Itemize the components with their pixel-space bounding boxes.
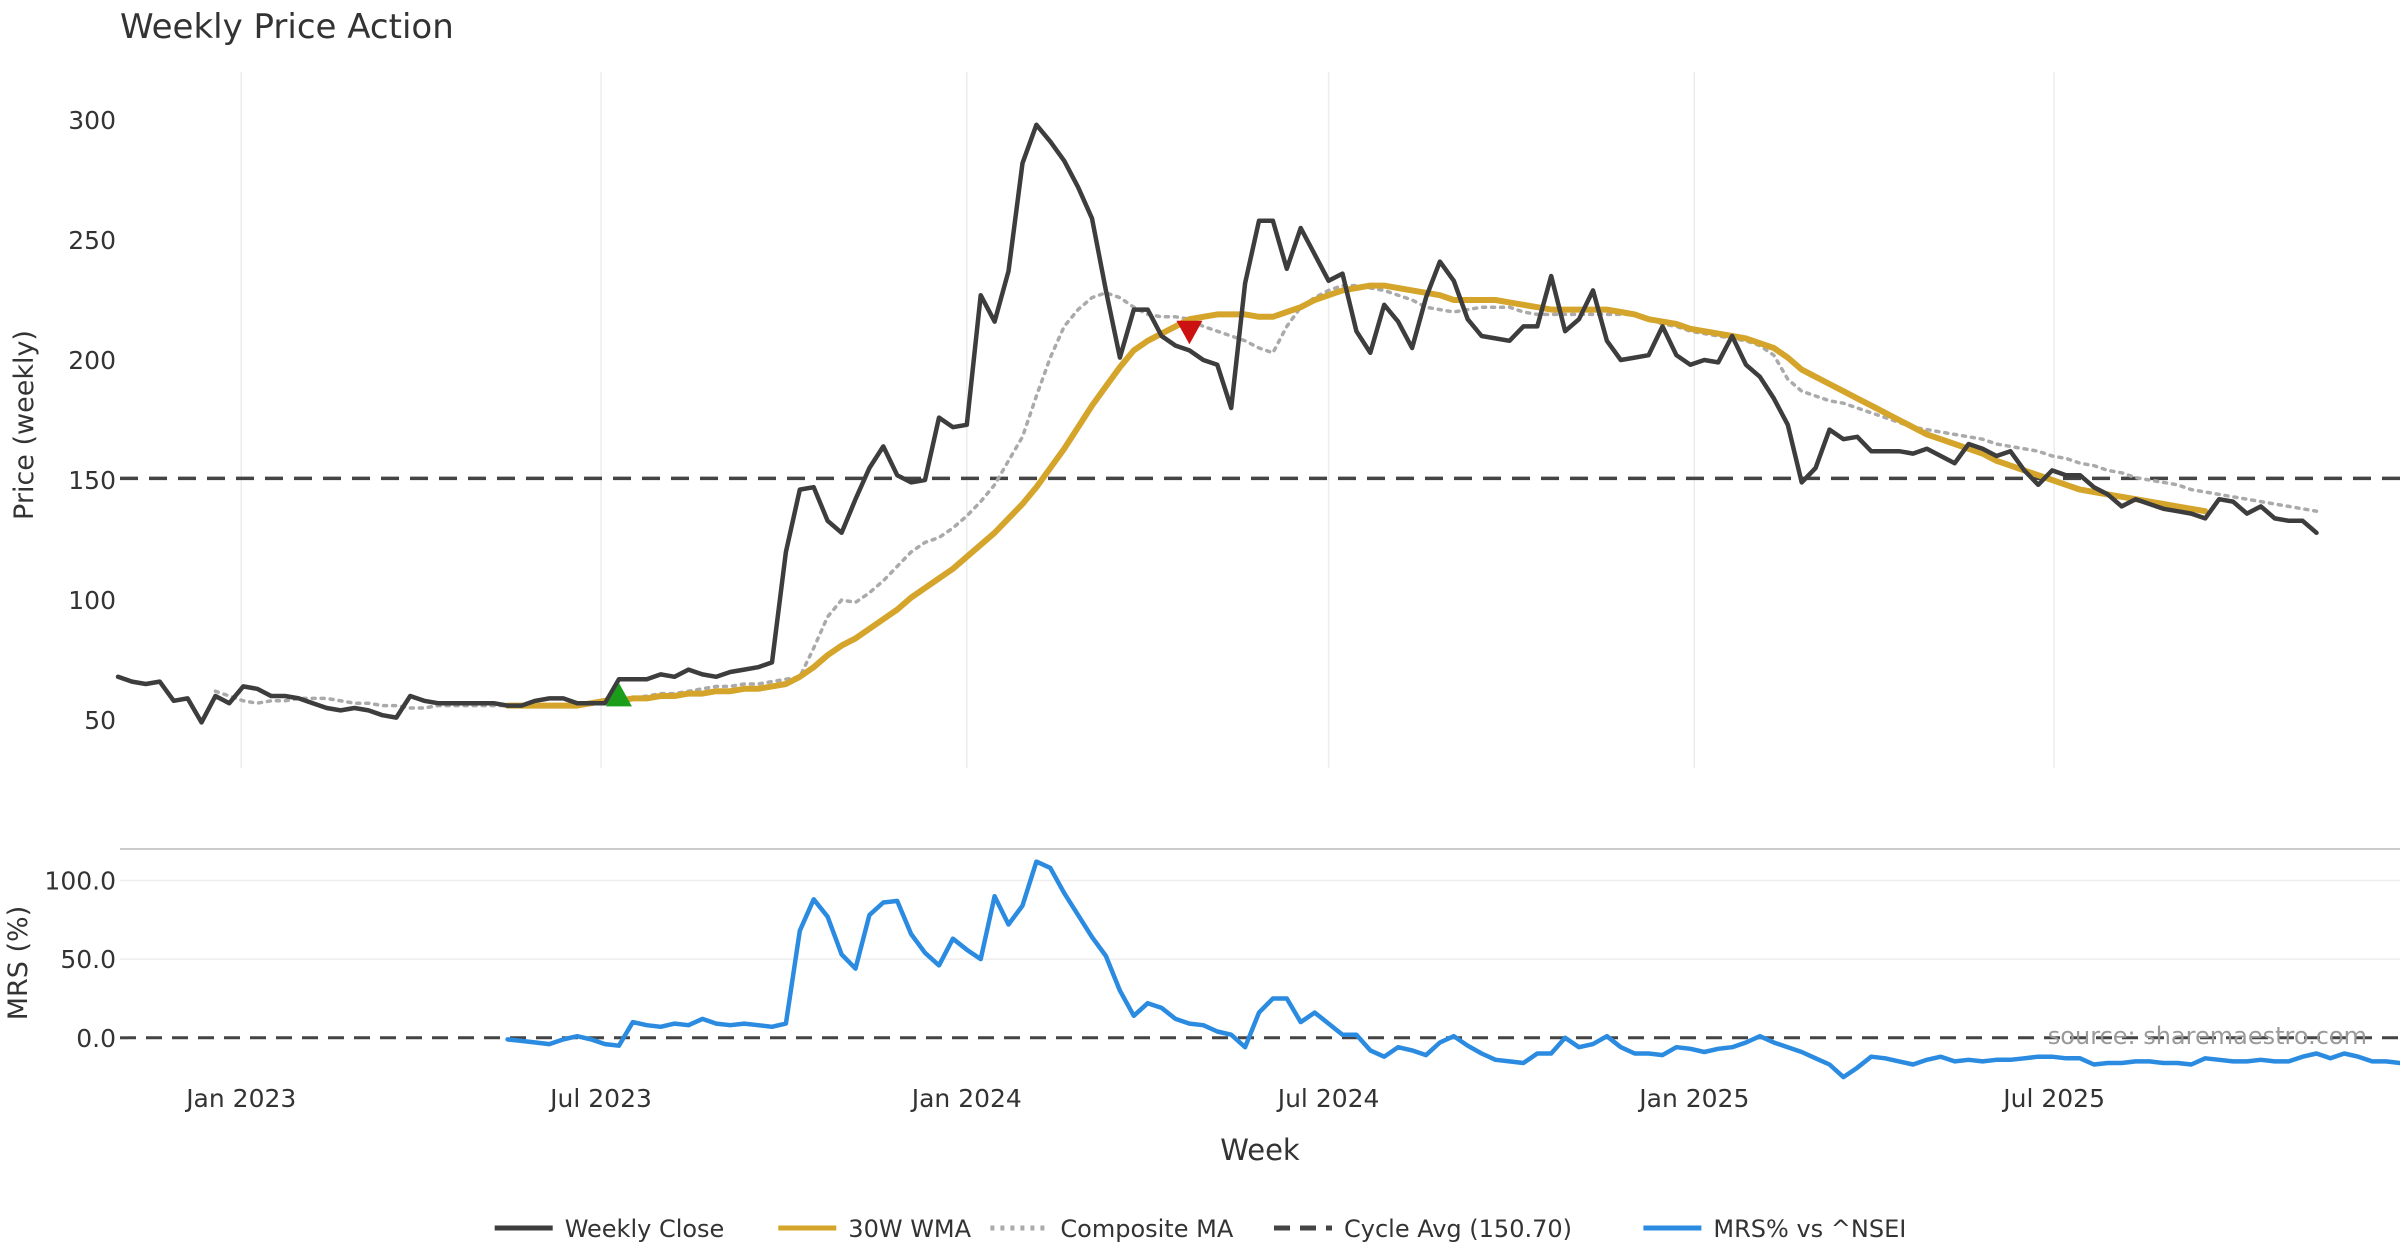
mrs-y-tick-label: 50.0: [60, 945, 116, 974]
price-y-axis: 50 100 150 200 250 300: [68, 106, 116, 735]
legend-label: 30W WMA: [848, 1215, 971, 1243]
weekly-close-line: [115, 122, 2319, 725]
price-y-tick-label: 200: [68, 346, 116, 375]
price-y-tick-label: 50: [84, 706, 116, 735]
x-tick-label: Jul 2024: [1276, 1084, 1380, 1113]
price-y-tick-label: 300: [68, 106, 116, 135]
legend-label: Weekly Close: [565, 1215, 725, 1243]
x-tick-label: Jul 2023: [548, 1084, 652, 1113]
legend-label: Composite MA: [1060, 1215, 1233, 1243]
legend-label: MRS% vs ^NSEI: [1713, 1215, 1906, 1243]
wma-30w-line: [504, 282, 2209, 709]
x-axis: Jan 2023 Jul 2023 Jan 2024 Jul 2024 Jan 2025…: [184, 1084, 2105, 1113]
sell-signal-marker: [1176, 320, 1203, 345]
price-y-tick-label: 100: [68, 586, 116, 615]
price-y-tick-label: 250: [68, 226, 116, 255]
signal-markers: [605, 320, 1203, 707]
x-tick-label: Jan 2023: [184, 1084, 296, 1113]
buy-signal-marker: [605, 683, 632, 707]
price-gridlines: [240, 72, 2055, 768]
chart-title: Weekly Price Action: [120, 7, 454, 47]
source-note: source: sharemaestro.com: [2048, 1022, 2367, 1050]
legend: Weekly Close 30W WMA Composite MA Cycle Avg…: [494, 1215, 1906, 1243]
legend-label: Cycle Avg (150.70): [1344, 1215, 1572, 1243]
x-tick-label: Jan 2025: [1637, 1084, 1749, 1113]
mrs-y-axis-label: MRS (%): [3, 906, 34, 1021]
mrs-line: [505, 859, 2400, 1080]
mrs-y-tick-label: 0.0: [76, 1024, 116, 1053]
price-y-tick-label: 150: [68, 466, 116, 495]
mrs-series: [505, 859, 2400, 1080]
mrs-y-tick-label: 100.0: [44, 866, 116, 895]
x-axis-label: Week: [1220, 1133, 1300, 1167]
price-series: [115, 122, 2319, 725]
mrs-gridlines: [120, 879, 2400, 960]
composite-ma-line: [213, 283, 2319, 710]
mrs-y-axis: 0.0 50.0 100.0: [44, 866, 116, 1052]
x-tick-label: Jul 2025: [2001, 1084, 2105, 1113]
x-tick-label: Jan 2024: [910, 1084, 1022, 1113]
price-y-axis-label: Price (weekly): [9, 330, 40, 520]
